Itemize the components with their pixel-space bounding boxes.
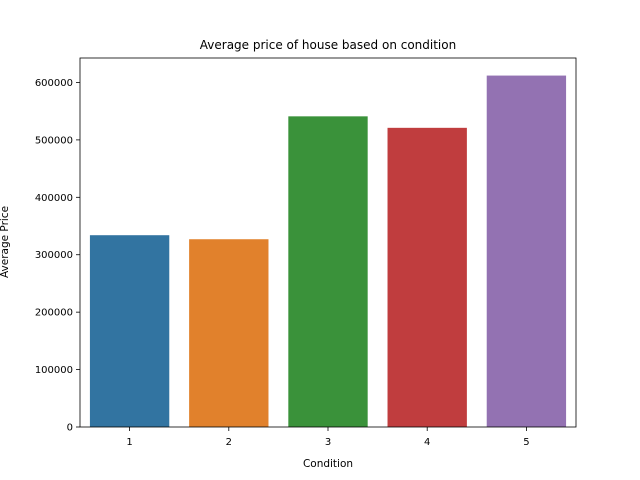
x-tick-label: 2 (226, 437, 232, 448)
y-tick-label: 500000 (35, 135, 73, 146)
x-tick-label: 3 (325, 437, 331, 448)
y-tick-label: 0 (67, 423, 73, 434)
bars-group (89, 75, 567, 428)
y-tick-label: 400000 (35, 193, 73, 204)
chart-title: Average price of house based on conditio… (200, 38, 456, 52)
y-tick-label: 300000 (35, 250, 73, 261)
y-axis-title: Average Price (0, 206, 11, 278)
x-tick-label: 1 (126, 437, 132, 448)
axes-group: 1 2 3 4 5 0 100000 200000 300000 400000 500000 6000… (35, 57, 577, 448)
y-tick-label: 600000 (35, 78, 73, 89)
x-axis-title: Condition (303, 458, 353, 470)
bar-condition-2 (189, 239, 269, 427)
y-tick-label: 100000 (35, 365, 73, 376)
bar-condition-5 (486, 75, 567, 428)
x-tick-label: 4 (424, 437, 430, 448)
bar-condition-1 (89, 235, 170, 427)
x-tick-label: 5 (523, 437, 529, 448)
bar-condition-4 (387, 127, 467, 428)
y-tick-label: 200000 (35, 308, 73, 319)
bar-condition-3 (288, 116, 368, 427)
